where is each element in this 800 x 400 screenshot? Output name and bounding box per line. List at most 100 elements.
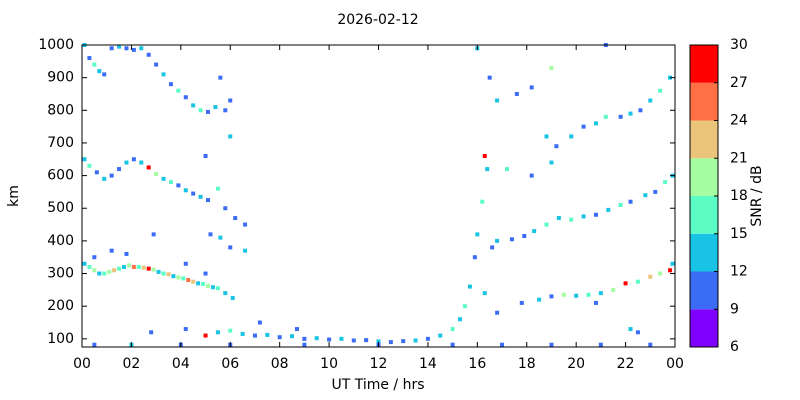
x-tick-label: 12: [370, 356, 388, 372]
y-tick-label: 800: [47, 102, 74, 118]
data-point: [206, 109, 211, 114]
data-point: [94, 170, 99, 175]
colorbar-tick-label: 12: [730, 264, 748, 280]
data-point: [603, 114, 608, 119]
data-point: [92, 62, 97, 67]
data-point: [519, 300, 524, 305]
data-point: [376, 339, 381, 344]
data-point: [146, 165, 151, 170]
data-point: [139, 160, 144, 165]
data-point: [529, 173, 534, 178]
y-tick-label: 100: [47, 331, 74, 347]
data-point: [109, 173, 114, 178]
data-point: [504, 167, 509, 172]
data-point: [598, 291, 603, 296]
data-point: [233, 216, 238, 221]
data-point: [549, 294, 554, 299]
data-point: [290, 334, 295, 339]
data-point: [181, 276, 186, 281]
data-point: [136, 265, 141, 270]
colorbar-bin: [690, 120, 718, 159]
data-point: [223, 291, 228, 296]
data-point: [122, 265, 127, 270]
data-point: [635, 330, 640, 335]
data-point: [628, 327, 633, 332]
data-point: [495, 98, 500, 103]
data-point: [218, 75, 223, 80]
colorbar-tick-label: 18: [730, 188, 748, 204]
data-point: [97, 271, 102, 276]
data-point: [215, 330, 220, 335]
data-point: [87, 265, 92, 270]
data-point: [210, 285, 215, 290]
data-point: [208, 232, 213, 237]
data-point: [327, 337, 332, 342]
plot-frame: [81, 44, 676, 348]
data-point: [168, 180, 173, 185]
data-point: [544, 222, 549, 227]
data-point: [628, 199, 633, 204]
data-point: [314, 336, 319, 341]
data-point: [82, 261, 87, 266]
colorbar-bin: [690, 309, 718, 347]
data-point: [482, 154, 487, 159]
x-tick-label: 00: [73, 356, 91, 372]
data-point: [351, 338, 356, 343]
data-point: [495, 238, 500, 243]
data-point: [109, 46, 114, 51]
data-point: [223, 108, 228, 113]
colorbar-tick-label: 30: [730, 37, 748, 53]
y-tick-label: 900: [47, 70, 74, 86]
data-point: [198, 194, 203, 199]
data-point: [532, 229, 537, 234]
data-point: [663, 180, 668, 185]
data-point: [480, 199, 485, 204]
data-point: [191, 191, 196, 196]
data-point: [485, 167, 490, 172]
data-point: [618, 202, 623, 207]
data-point: [176, 88, 181, 93]
data-point: [82, 157, 87, 162]
x-tick-label: 08: [271, 356, 289, 372]
data-point: [206, 198, 211, 203]
y-tick-label: 500: [47, 200, 74, 216]
data-point: [257, 320, 262, 325]
chart-title: 2026-02-12: [337, 12, 418, 28]
data-point: [243, 222, 248, 227]
data-point: [154, 171, 159, 176]
y-tick-label: 200: [47, 298, 74, 314]
data-point: [450, 342, 455, 347]
data-point: [668, 268, 673, 273]
data-point: [228, 328, 233, 333]
data-point: [648, 274, 653, 279]
data-point: [201, 281, 206, 286]
data-point: [215, 186, 220, 191]
data-point: [388, 340, 393, 345]
data-point: [670, 261, 675, 266]
data-point: [425, 336, 430, 341]
data-point: [458, 317, 463, 322]
data-point: [166, 272, 171, 277]
data-point: [648, 342, 653, 347]
data-point: [151, 232, 156, 237]
data-point: [146, 266, 151, 271]
data-point: [658, 88, 663, 93]
data-point: [302, 342, 307, 347]
data-point: [92, 255, 97, 260]
data-point: [126, 263, 131, 268]
data-point: [529, 85, 534, 90]
data-point: [124, 46, 129, 51]
y-tick-label: 1000: [38, 37, 74, 53]
data-point: [364, 338, 369, 343]
data-point: [215, 286, 220, 291]
data-point: [643, 193, 648, 198]
y-tick-label: 700: [47, 135, 74, 151]
data-point: [171, 274, 176, 279]
data-point: [183, 95, 188, 100]
data-point: [124, 251, 129, 256]
x-tick-label: 16: [468, 356, 486, 372]
data-point: [544, 134, 549, 139]
data-point: [109, 248, 114, 253]
data-point: [549, 160, 554, 165]
